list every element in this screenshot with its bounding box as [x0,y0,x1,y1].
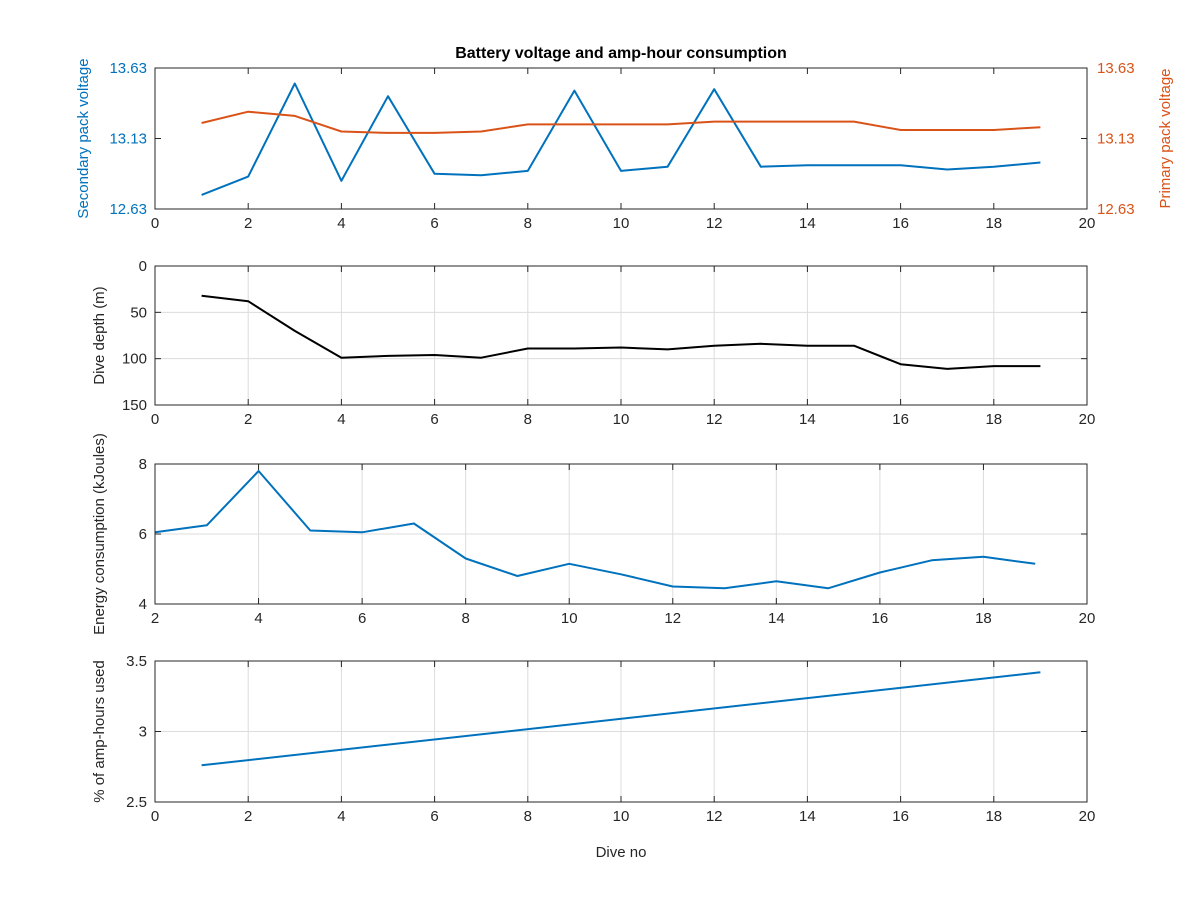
x-tick-label: 16 [892,411,909,428]
x-tick-label: 16 [892,215,909,232]
x-tick-label: 10 [613,215,630,232]
y-tick-label: 100 [122,351,147,368]
y-axis-label: Energy consumption (kJoules) [91,433,108,635]
x-tick-label: 14 [799,808,816,825]
x-tick-label: 20 [1079,610,1096,627]
x-tick-label: 20 [1079,808,1096,825]
x-tick-label: 8 [524,215,532,232]
series-line-1 [201,294,1041,370]
y-tick-label: 13.63 [109,60,147,77]
x-tick-label: 0 [151,808,159,825]
series-line-1 [201,671,1041,767]
panel-4: 0 2 4 6 8 10 12 14 16 18 20 2.5 3 3.5 % of amp-hours u… [91,653,1095,861]
x-axis-label: Dive no [596,844,647,861]
x-tick-label: 6 [430,808,438,825]
y-tick-label: 4 [139,596,147,613]
y-tick-label: 8 [139,456,147,473]
x-tick-label: 10 [561,610,578,627]
x-tick-label: 16 [892,808,909,825]
y-tick-label: 150 [122,397,147,414]
x-tick-label: 12 [706,215,723,232]
x-tick-label: 12 [706,808,723,825]
x-tick-label: 18 [985,808,1002,825]
x-tick-label: 4 [337,808,345,825]
right-y-tick-label: 12.63 [1097,201,1135,218]
series-line-1 [201,82,1041,196]
y-tick-label: 2.5 [126,794,147,811]
y-tick-label: 6 [139,526,147,543]
x-tick-label: 8 [524,808,532,825]
x-tick-label: 14 [799,215,816,232]
x-tick-label: 2 [151,610,159,627]
x-tick-label: 14 [799,411,816,428]
y-tick-label: 3.5 [126,653,147,670]
y-axis-label: Dive depth (m) [91,286,108,384]
x-tick-label: 8 [524,411,532,428]
x-tick-label: 14 [768,610,785,627]
plot-area [155,68,1087,209]
x-tick-label: 2 [244,215,252,232]
x-tick-label: 8 [461,610,469,627]
x-tick-label: 10 [613,808,630,825]
right-y-tick-label: 13.63 [1097,60,1135,77]
y-tick-label: 3 [139,724,147,741]
x-tick-label: 4 [337,215,345,232]
x-tick-label: 20 [1079,215,1096,232]
panels: 0 2 4 6 8 10 12 14 16 18 2012.6313.1313.63Secondar… [75,58,1174,861]
series-line-1 [154,470,1036,590]
x-tick-label: 4 [254,610,262,627]
series-line-2 [201,110,1041,134]
x-tick-label: 0 [151,411,159,428]
chart-title: Battery voltage and amp-hour consumption [455,45,787,62]
x-tick-label: 6 [430,215,438,232]
x-tick-label: 2 [244,411,252,428]
x-tick-label: 4 [337,411,345,428]
x-tick-label: 12 [664,610,681,627]
x-tick-label: 6 [358,610,366,627]
x-tick-label: 0 [151,215,159,232]
x-tick-label: 2 [244,808,252,825]
y-axis-label: Secondary pack voltage [75,58,92,218]
x-tick-label: 16 [872,610,889,627]
x-tick-label: 6 [430,411,438,428]
x-tick-label: 20 [1079,411,1096,428]
y-tick-label: 12.63 [109,201,147,218]
right-y-tick-label: 13.13 [1097,131,1135,148]
x-tick-label: 18 [985,411,1002,428]
y-tick-label: 50 [130,304,147,321]
y-axis-label: % of amp-hours used [91,660,108,803]
right-y-axis-label: Primary pack voltage [1157,68,1174,208]
panel-2: 0 2 4 6 8 10 12 14 16 18 20 0 50 100 150 Dive depth (m) [91,258,1095,428]
y-tick-label: 13.13 [109,131,147,148]
x-tick-label: 18 [975,610,992,627]
x-tick-label: 12 [706,411,723,428]
x-tick-label: 18 [985,215,1002,232]
x-tick-label: 10 [613,411,630,428]
y-tick-label: 0 [139,258,147,275]
panel-1: 0 2 4 6 8 10 12 14 16 18 2012.6313.1313.63Secondar… [75,58,1174,232]
